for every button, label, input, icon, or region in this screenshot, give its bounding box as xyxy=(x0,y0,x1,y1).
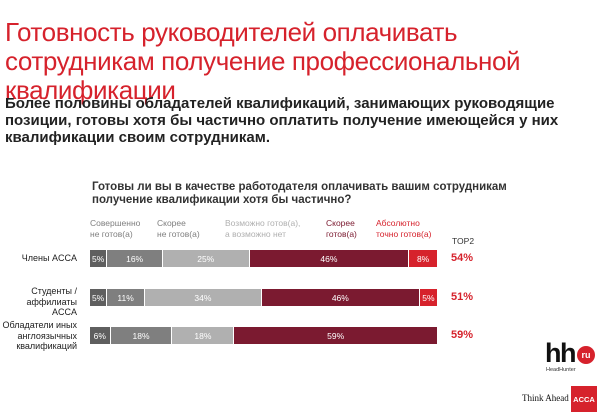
data-label: 16% xyxy=(126,253,144,264)
legend-item: Абсолютно точно готов(а) xyxy=(376,218,432,239)
chart-question: Готовы ли вы в качестве работодателя опл… xyxy=(92,181,507,206)
data-label: 59% xyxy=(327,330,345,341)
bar-segment: 34% xyxy=(144,289,262,306)
bar-segment: 6% xyxy=(90,327,111,344)
acca-logo: ACCA xyxy=(571,386,597,412)
data-label: 5% xyxy=(91,292,105,303)
top2-value: 51% xyxy=(451,291,474,303)
page-title: Готовность руководителей оплачивать сотр… xyxy=(5,17,521,105)
data-label: 46% xyxy=(320,253,338,264)
bar-segment: 16% xyxy=(107,250,163,267)
bar-segment: 18% xyxy=(110,327,173,344)
bar-row: 5% 16% 25% 46% 8% xyxy=(90,250,437,267)
data-label: 34% xyxy=(194,292,212,303)
bar-segment: 59% xyxy=(234,327,437,344)
bar-segment: 46% xyxy=(249,250,410,267)
category-label: Обладатели иных англоязычных квалификаций xyxy=(2,320,77,351)
legend-item: Скорее не готов(а) xyxy=(157,218,200,239)
bar-segment: 5% xyxy=(90,250,108,267)
legend-item: Возможно готов(а), а возможно нет xyxy=(225,218,301,239)
bar-segment: 11% xyxy=(107,289,145,306)
bar-segment: 25% xyxy=(162,250,250,267)
data-label: 18% xyxy=(194,330,212,341)
headhunter-logo: hh ru HeadHunter xyxy=(545,340,595,380)
top2-header: TOP2 xyxy=(452,236,475,246)
bar-segment: 5% xyxy=(90,289,108,306)
category-label: Студенты / аффилиаты ACCA xyxy=(26,286,77,317)
legend-item: Совершенно не готов(а) xyxy=(90,218,141,239)
bar-segment: 46% xyxy=(261,289,420,306)
data-label: 25% xyxy=(197,253,215,264)
data-label: 11% xyxy=(117,292,134,303)
bar-segment: 8% xyxy=(409,250,437,267)
data-label: 18% xyxy=(132,330,150,341)
top2-value: 59% xyxy=(451,329,474,341)
page-subtitle: Более половины обладателей квалификаций,… xyxy=(5,95,559,146)
data-label: 6% xyxy=(93,330,106,341)
legend-item: Скорее готов(а) xyxy=(326,218,357,239)
data-label: 5% xyxy=(92,253,105,264)
bar-segment: 18% xyxy=(172,327,235,344)
bar-segment: 5% xyxy=(419,289,438,306)
data-label: 5% xyxy=(422,292,435,303)
category-label: Члены ACCA xyxy=(21,253,77,263)
data-label: 8% xyxy=(416,253,430,264)
bar-row: 6% 18% 18% 59% xyxy=(90,327,437,344)
data-label: 46% xyxy=(331,292,349,303)
bar-row: 5% 11% 34% 46% 5% xyxy=(90,289,438,306)
think-ahead-tagline: Think Ahead xyxy=(522,393,569,403)
top2-value: 54% xyxy=(451,252,474,264)
